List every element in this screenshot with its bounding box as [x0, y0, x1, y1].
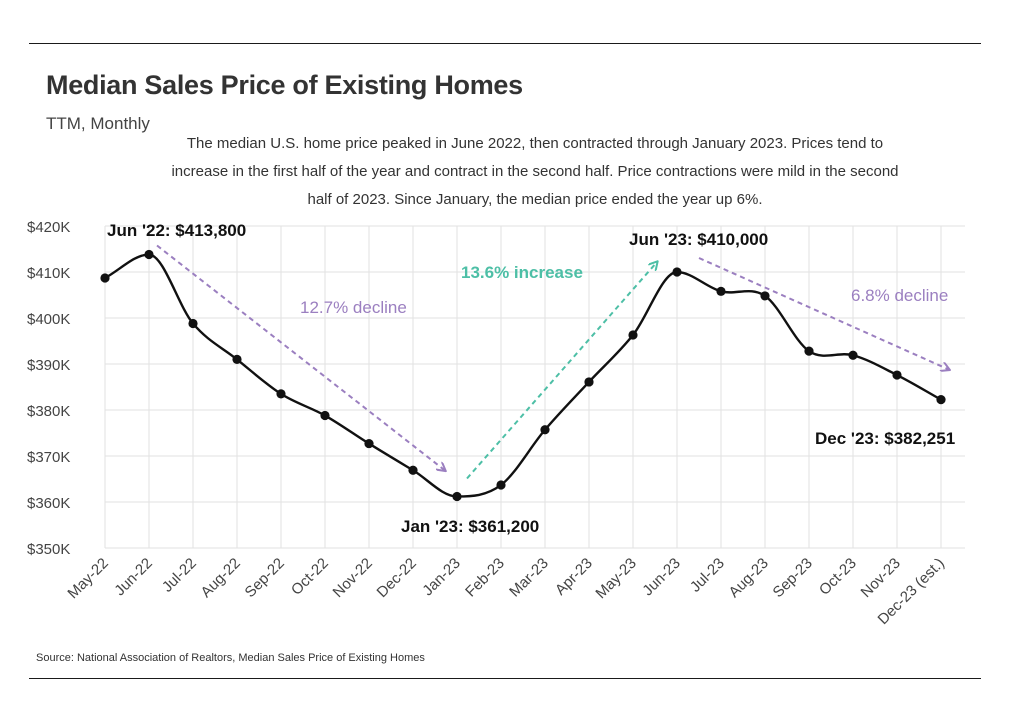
annotation-trough-2023: Jan '23: $361,200	[401, 517, 539, 536]
data-point	[276, 389, 286, 399]
data-point	[188, 318, 198, 329]
annotation-increase-1: 13.6% increase	[461, 263, 583, 282]
data-point	[848, 350, 858, 360]
annotation-end-2023: Dec '23: $382,251	[815, 429, 955, 448]
data-point	[232, 354, 242, 364]
x-tick-label: Apr-23	[552, 555, 596, 599]
x-tick-label: Jan-23	[419, 555, 463, 599]
annotation-peak-2023: Jun '23: $410,000	[629, 230, 768, 249]
increase-arrow	[466, 262, 657, 480]
decline-arrow-1	[156, 244, 445, 471]
data-point	[672, 267, 682, 277]
x-tick-label: Jun-22	[111, 555, 155, 599]
y-axis: $350K $360K $370K $380K $390K $400K $410K $420K	[27, 219, 70, 558]
x-tick-label: Aug-22	[198, 555, 244, 601]
y-tick-label: $390K	[27, 357, 70, 374]
chart-subtitle: TTM, Monthly	[46, 114, 150, 133]
x-tick-label: Aug-23	[726, 555, 772, 601]
y-tick-label: $350K	[27, 541, 70, 558]
y-tick-label: $410K	[27, 265, 70, 282]
data-point	[320, 410, 330, 421]
data-point	[540, 425, 550, 435]
x-tick-label: Feb-23	[462, 555, 508, 601]
source-note: Source: National Association of Realtors…	[36, 652, 425, 664]
decline-arrow-2	[698, 257, 949, 370]
y-tick-label: $420K	[27, 219, 70, 236]
data-point	[584, 377, 594, 387]
data-point	[936, 395, 946, 405]
x-tick-label: Oct-23	[816, 555, 860, 599]
top-rule	[29, 43, 981, 44]
x-tick-label: Sep-22	[242, 555, 288, 601]
data-point	[408, 465, 418, 475]
data-point	[716, 286, 726, 296]
x-tick-label: Oct-22	[288, 555, 332, 599]
x-tick-label: Jun-23	[639, 555, 683, 599]
chart-title: Median Sales Price of Existing Homes	[46, 70, 523, 100]
x-tick-label: Jul-23	[687, 555, 728, 596]
x-tick-label: Dec-22	[374, 555, 420, 601]
series-line	[104, 253, 942, 498]
data-point	[364, 438, 374, 449]
bottom-rule	[29, 678, 981, 679]
annotation-peak-2022: Jun '22: $413,800	[107, 221, 246, 240]
annotation-decline-2: 6.8% decline	[851, 286, 948, 305]
x-tick-label: Nov-22	[330, 555, 376, 601]
chart-description: The median U.S. home price peaked in Jun…	[171, 135, 899, 208]
x-tick-label: May-22	[64, 555, 111, 602]
y-tick-label: $360K	[27, 495, 70, 512]
grid	[104, 225, 965, 549]
y-tick-label: $380K	[27, 403, 70, 420]
y-tick-label: $370K	[27, 449, 70, 466]
y-tick-label: $400K	[27, 311, 70, 328]
x-tick-label: Mar-23	[506, 555, 552, 601]
data-point	[804, 346, 814, 356]
data-point	[144, 249, 154, 260]
x-tick-label: Jul-22	[159, 555, 200, 596]
data-point	[100, 273, 110, 283]
x-tick-label: Sep-23	[770, 555, 816, 601]
data-point	[452, 491, 462, 502]
data-points	[100, 249, 946, 502]
data-point	[628, 330, 638, 340]
trend-arrows	[156, 244, 949, 480]
data-point	[496, 480, 506, 490]
x-tick-label: May-23	[592, 555, 639, 602]
annotation-decline-1: 12.7% decline	[300, 298, 407, 317]
data-point	[892, 370, 902, 380]
data-point	[760, 291, 770, 301]
